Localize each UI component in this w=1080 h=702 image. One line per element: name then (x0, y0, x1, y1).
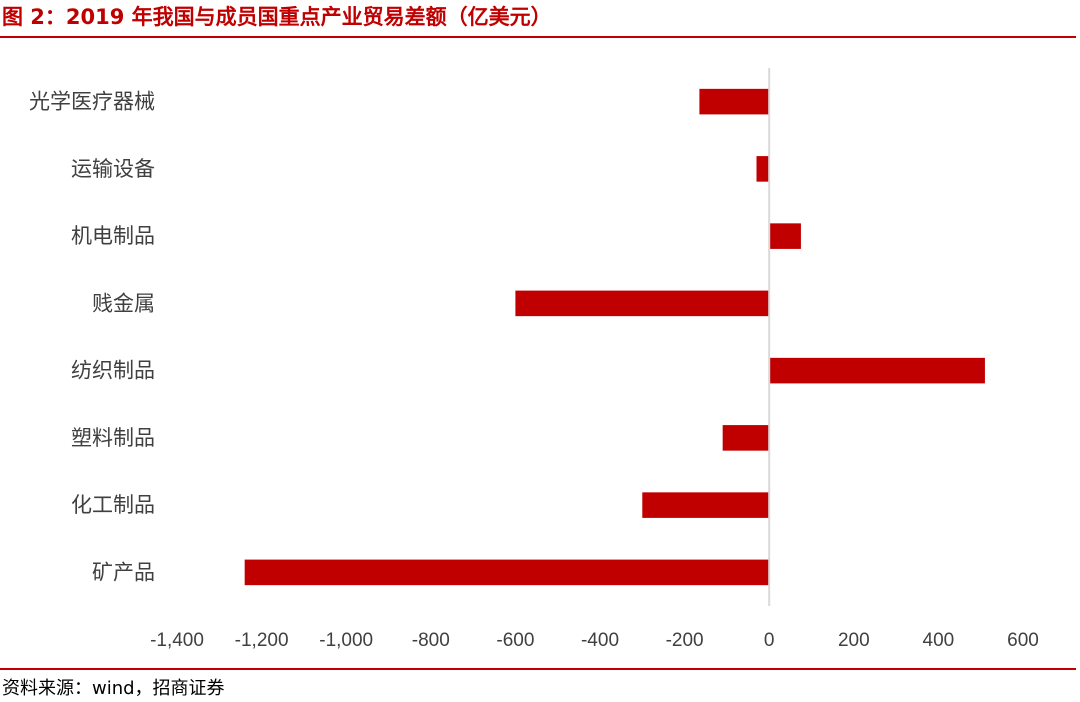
source-divider (0, 668, 1076, 670)
x-tick-label: -200 (666, 630, 704, 651)
title-divider (0, 36, 1076, 38)
category-label: 机电制品 (71, 224, 155, 248)
x-tick-label: 0 (764, 630, 775, 651)
x-tick-label: 600 (1007, 630, 1039, 651)
x-tick-label: -800 (412, 630, 450, 651)
x-tick-label: -1,000 (319, 630, 373, 651)
category-label: 光学医疗器械 (29, 90, 155, 114)
bar-1 (699, 88, 770, 115)
category-label: 运输设备 (71, 157, 155, 181)
x-tick-label: -1,400 (150, 630, 204, 651)
bar-4 (515, 290, 770, 317)
bar-3 (769, 223, 801, 249)
category-label: 化工制品 (71, 493, 155, 517)
category-label: 塑料制品 (71, 426, 155, 450)
x-tick-label: -1,200 (235, 630, 289, 651)
bar-7 (642, 492, 770, 518)
bar-8 (244, 559, 770, 586)
category-label: 纺织制品 (71, 359, 155, 383)
x-tick-label: 200 (838, 630, 870, 651)
bar-5 (769, 357, 985, 384)
x-tick-label: 400 (923, 630, 955, 651)
category-label: 矿产品 (92, 560, 155, 584)
bar-2 (756, 156, 770, 182)
category-label: 贱金属 (92, 291, 155, 315)
source-note: 资料来源：wind，招商证券 (2, 678, 225, 699)
figure-title: 图 2：2019 年我国与成员国重点产业贸易差额（亿美元） (2, 5, 552, 29)
bar-6 (722, 425, 770, 451)
x-tick-label: -400 (581, 630, 619, 651)
x-tick-label: -600 (496, 630, 534, 651)
